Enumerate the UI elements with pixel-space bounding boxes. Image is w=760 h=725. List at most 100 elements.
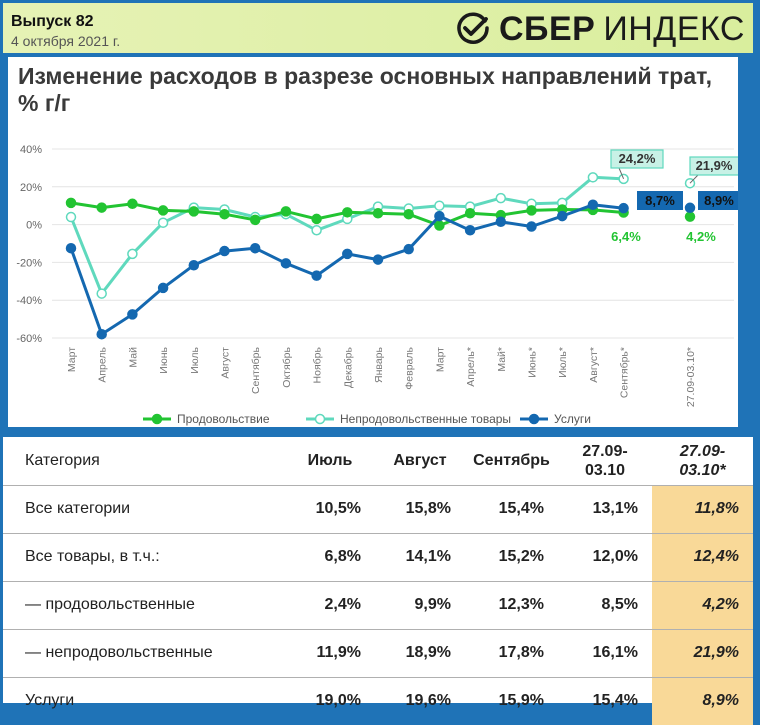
x-tick-label: Июнь bbox=[158, 346, 170, 373]
data-point bbox=[403, 208, 414, 220]
y-tick-label: 0% bbox=[26, 220, 42, 232]
row-value: 15,9% bbox=[465, 676, 558, 725]
row-value: 8,9% bbox=[652, 676, 753, 725]
table-row: Услуги 19,0% 19,6% 15,9% 15,4% 8,9% bbox=[3, 676, 753, 725]
annotation-box bbox=[698, 191, 738, 210]
table-row: — продовольственные 2,4% 9,9% 12,3% 8,5% 4,2% bbox=[3, 580, 753, 629]
data-point bbox=[434, 200, 445, 211]
data-point bbox=[127, 309, 138, 320]
data-point bbox=[219, 208, 230, 220]
annotation-label: 21,9% bbox=[696, 158, 733, 173]
report-header: Выпуск 82 4 октября 2021 г. СБЕР ИНДЕКС bbox=[3, 3, 753, 53]
data-point bbox=[311, 270, 322, 281]
summary-table-panel: Категория Июль Август Сентябрь 27.09-03.… bbox=[3, 437, 753, 725]
data-point bbox=[495, 216, 507, 228]
annotation-leader bbox=[689, 174, 699, 184]
x-tick-label: Сентябрь bbox=[250, 346, 262, 394]
data-point bbox=[188, 206, 200, 217]
row-category: Все категории bbox=[3, 484, 285, 533]
data-point bbox=[434, 220, 445, 231]
data-point bbox=[372, 208, 384, 219]
legend-marker bbox=[151, 413, 163, 425]
data-point bbox=[464, 225, 476, 236]
y-tick-label: -40% bbox=[16, 295, 42, 307]
data-point bbox=[96, 328, 107, 340]
legend-marker bbox=[528, 413, 540, 425]
row-value: 16,1% bbox=[558, 628, 652, 677]
row-value: 18,9% bbox=[375, 628, 465, 677]
data-point-extra bbox=[684, 211, 696, 222]
data-point bbox=[188, 259, 200, 271]
legend-label: Продовольствие bbox=[177, 412, 270, 426]
annotation-box bbox=[689, 156, 738, 176]
data-point bbox=[157, 205, 169, 216]
data-point-extra bbox=[684, 202, 696, 214]
summary-table: Категория Июль Август Сентябрь 27.09-03.… bbox=[3, 437, 753, 725]
row-value: 11,8% bbox=[652, 484, 753, 533]
row-value: 13,1% bbox=[558, 484, 652, 533]
x-tick-label: Май bbox=[127, 347, 139, 368]
data-point bbox=[157, 217, 169, 228]
data-point bbox=[311, 225, 322, 236]
data-point bbox=[464, 208, 476, 219]
row-value: 12,3% bbox=[465, 580, 558, 629]
sber-check-icon bbox=[457, 12, 489, 44]
y-tick-label: 40% bbox=[20, 144, 42, 156]
chart-title: Изменение расходов в разрезе основных на… bbox=[18, 63, 713, 116]
data-point bbox=[280, 258, 292, 269]
table-row: — непродовольственные 11,9% 18,9% 17,8% 16,1… bbox=[3, 628, 753, 677]
row-category: — непродовольственные bbox=[3, 628, 285, 677]
col-header-july: Июль bbox=[307, 452, 353, 470]
row-value: 21,9% bbox=[652, 628, 753, 677]
row-category: Все товары, в т.ч.: bbox=[3, 532, 285, 581]
data-point bbox=[342, 207, 353, 218]
data-point bbox=[587, 172, 599, 183]
logo-product-text: ИНДЕКС bbox=[603, 9, 745, 48]
data-point bbox=[556, 210, 568, 222]
issue-date: 4 октября 2021 г. bbox=[11, 33, 121, 49]
sber-index-logo: СБЕР ИНДЕКС bbox=[456, 10, 745, 48]
data-point bbox=[65, 197, 77, 209]
data-point bbox=[249, 214, 261, 226]
y-tick-label: 20% bbox=[20, 182, 42, 194]
legend-label: Услуги bbox=[554, 412, 591, 426]
data-point bbox=[96, 288, 107, 299]
data-point bbox=[342, 248, 353, 260]
annotation-label: 8,7% bbox=[645, 193, 675, 208]
row-value: 19,6% bbox=[375, 676, 465, 725]
x-tick-label: Февраль bbox=[404, 346, 416, 389]
data-point bbox=[65, 242, 77, 254]
x-tick-label: Январь bbox=[373, 346, 385, 383]
x-tick-label: Декабрь bbox=[342, 346, 354, 387]
x-tick-label: Октябрь bbox=[281, 346, 293, 387]
table-row: Все товары, в т.ч.: 6,8% 14,1% 15,2% 12,0% 12… bbox=[3, 532, 753, 581]
series-line-1 bbox=[69, 175, 624, 296]
row-value: 8,5% bbox=[558, 580, 652, 629]
row-value: 4,2% bbox=[652, 580, 753, 629]
x-tick-label: Май* bbox=[496, 347, 508, 372]
chart-panel: Изменение расходов в разрезе основных на… bbox=[8, 57, 738, 427]
data-point bbox=[434, 210, 445, 222]
x-tick-label: Март bbox=[434, 347, 446, 372]
annotation-leader bbox=[618, 167, 625, 180]
row-value: 15,4% bbox=[558, 676, 652, 725]
x-tick-label: Июль bbox=[189, 346, 201, 373]
row-value: 6,8% bbox=[285, 532, 375, 581]
annotation-box bbox=[637, 191, 683, 210]
x-tick-label: Август* bbox=[588, 347, 600, 383]
row-value: 11,9% bbox=[285, 628, 375, 677]
x-tick-label: Сентябрь* bbox=[619, 347, 631, 398]
row-value: 15,8% bbox=[375, 484, 465, 533]
row-value: 19,0% bbox=[285, 676, 375, 725]
row-value: 15,2% bbox=[465, 532, 558, 581]
row-category: Услуги bbox=[3, 676, 285, 725]
y-tick-label: -20% bbox=[16, 257, 42, 269]
row-value: 12,0% bbox=[558, 532, 652, 581]
data-point bbox=[372, 254, 384, 265]
col-header-august: Август bbox=[393, 452, 447, 470]
table-row: Все категории 10,5% 15,8% 15,4% 13,1% 11,8% bbox=[3, 484, 753, 533]
data-point bbox=[219, 245, 230, 257]
row-value: 2,4% bbox=[285, 580, 375, 629]
annotation-box bbox=[610, 149, 664, 169]
x-tick-label: Ноябрь bbox=[312, 346, 324, 383]
